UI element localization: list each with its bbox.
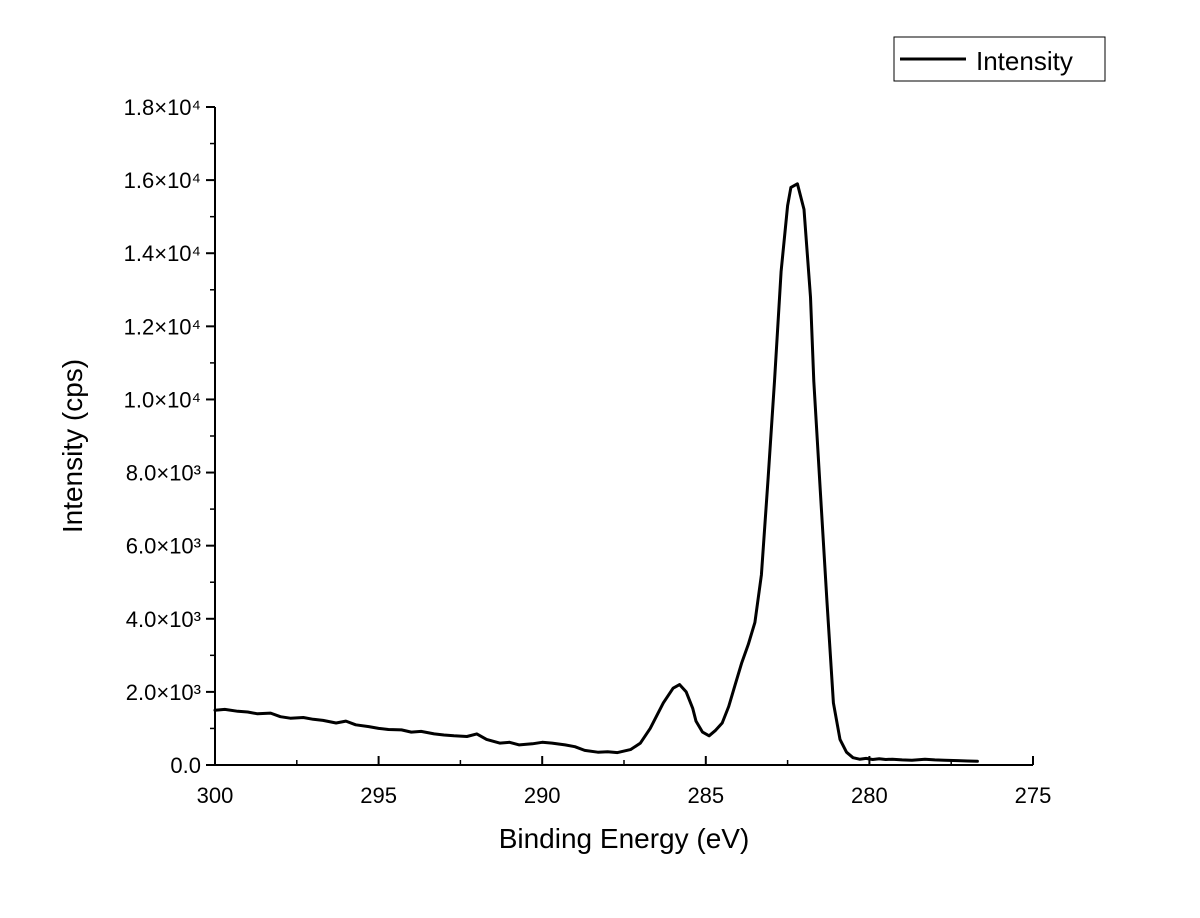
y-tick-label: 0.0 <box>170 753 201 778</box>
y-tick-label: 4.0×10³ <box>126 607 201 632</box>
y-tick-label: 1.8×10⁴ <box>124 95 201 120</box>
x-axis-title: Binding Energy (eV) <box>499 823 750 854</box>
y-tick-label: 2.0×10³ <box>126 680 201 705</box>
y-tick-label: 1.0×10⁴ <box>124 387 201 412</box>
x-tick-label: 295 <box>360 783 397 808</box>
x-tick-label: 285 <box>687 783 724 808</box>
x-tick-label: 300 <box>197 783 234 808</box>
y-tick-label: 1.6×10⁴ <box>124 168 201 193</box>
y-axis-title: Intensity (cps) <box>57 359 88 533</box>
series-line-0 <box>213 182 979 763</box>
legend: Intensity <box>893 36 1106 82</box>
y-axis-ticks: 0.0 2.0×10³ 4.0×10³ 6.0×10³ 8.0×10³ 1.0×10⁴ 1.… <box>124 95 215 778</box>
axes <box>214 107 1033 766</box>
y-tick-label: 1.4×10⁴ <box>124 241 201 266</box>
series-layer <box>213 182 979 763</box>
y-tick-label: 6.0×10³ <box>126 534 201 559</box>
x-tick-label: 290 <box>524 783 561 808</box>
legend-label: Intensity <box>976 46 1073 76</box>
x-tick-label: 280 <box>851 783 888 808</box>
x-axis-ticks: 300 295 290 285 280 275 <box>197 756 1052 808</box>
x-tick-label: 275 <box>1015 783 1052 808</box>
y-tick-label: 8.0×10³ <box>126 461 201 486</box>
y-tick-label: 1.2×10⁴ <box>124 314 201 339</box>
